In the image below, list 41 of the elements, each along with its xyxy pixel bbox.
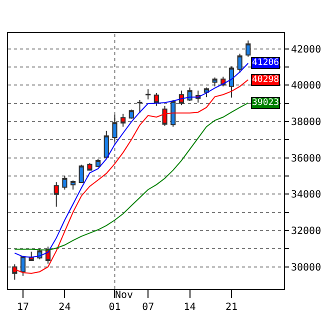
candlestick bbox=[137, 100, 142, 114]
y-tick-label: 32000 bbox=[291, 226, 322, 237]
x-tick-label: 14 bbox=[184, 302, 196, 313]
candlestick bbox=[246, 40, 251, 58]
y-tick-label: 30000 bbox=[291, 262, 322, 274]
candlestick bbox=[20, 256, 26, 276]
candlestick bbox=[146, 88, 151, 100]
candlestick bbox=[96, 158, 101, 168]
ref-line-label: Nov bbox=[115, 290, 134, 301]
candlestick bbox=[70, 180, 76, 190]
candlestick bbox=[54, 182, 59, 208]
x-tick-label: 01 bbox=[108, 302, 121, 313]
candlestick bbox=[162, 105, 168, 126]
data-label: 40298 bbox=[252, 75, 280, 85]
y-tick-label: 42000 bbox=[291, 44, 322, 56]
line-series bbox=[14, 62, 249, 258]
candlestick bbox=[62, 175, 68, 190]
y-tick-label: 40000 bbox=[291, 80, 322, 92]
y-tick-label: 38000 bbox=[291, 116, 322, 128]
candlestick bbox=[104, 130, 109, 158]
candlestick bbox=[78, 164, 84, 184]
line-series bbox=[14, 102, 249, 251]
data-label: 39023 bbox=[252, 98, 280, 108]
candlestick bbox=[87, 162, 92, 171]
candlestick bbox=[120, 113, 126, 128]
candlestick bbox=[187, 87, 192, 102]
candlestick bbox=[237, 53, 242, 74]
y-tick-label: 36000 bbox=[291, 153, 322, 164]
data-label: 41206 bbox=[252, 58, 280, 68]
y-tick-label: 34000 bbox=[291, 190, 322, 201]
candlestick bbox=[128, 109, 134, 120]
x-tick-label: 07 bbox=[142, 302, 154, 313]
candlestick bbox=[154, 92, 159, 106]
candlestick bbox=[178, 90, 184, 106]
candlestick bbox=[112, 114, 118, 142]
x-tick-label: 24 bbox=[58, 302, 71, 313]
candlestick bbox=[212, 77, 218, 87]
candlestick bbox=[170, 100, 176, 128]
x-tick-label: 21 bbox=[225, 302, 238, 313]
x-tick-label: 17 bbox=[16, 302, 30, 313]
candlestick bbox=[228, 66, 234, 98]
